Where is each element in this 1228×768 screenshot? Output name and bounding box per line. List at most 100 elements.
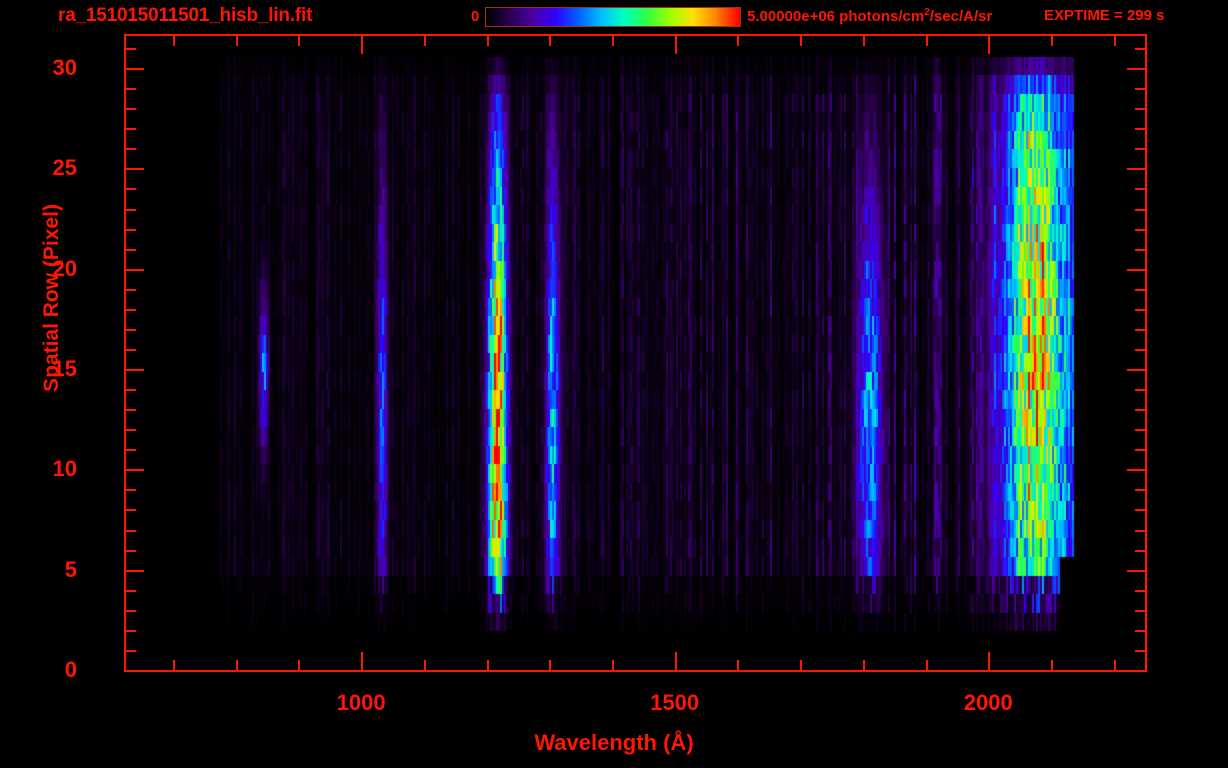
y-tick-minor-right	[1135, 489, 1146, 492]
y-tick-minor	[125, 228, 136, 231]
x-tick-minor	[486, 660, 489, 671]
y-tick-minor-right	[1135, 108, 1146, 111]
y-tick-major	[125, 569, 144, 572]
y-tick-major	[125, 168, 144, 171]
x-tick-major	[361, 652, 364, 671]
colorbar-min-label: 0	[471, 8, 480, 25]
y-tick-minor	[125, 188, 136, 191]
colorbar-units-exponent: 2	[924, 7, 930, 18]
x-tick-major-top	[988, 35, 991, 54]
x-tick-minor-top	[173, 35, 176, 46]
colorbar-max-value: 5.00000e+06	[747, 8, 836, 25]
x-tick-minor-top	[423, 35, 426, 46]
y-tick-major	[125, 469, 144, 472]
colorbar-gradient	[486, 8, 740, 26]
y-tick-label: 30	[52, 55, 77, 81]
y-tick-minor-right	[1135, 529, 1146, 532]
colorbar	[485, 7, 741, 27]
y-tick-minor	[125, 629, 136, 632]
y-tick-major	[125, 268, 144, 271]
exposure-time-label: EXPTIME = 299 s	[1044, 7, 1165, 24]
y-tick-minor-right	[1135, 148, 1146, 151]
x-tick-minor	[611, 660, 614, 671]
y-tick-major-right	[1127, 369, 1146, 372]
y-tick-minor-right	[1135, 429, 1146, 432]
x-tick-label: 1500	[650, 690, 700, 715]
y-axis-title: Spatial Row (Pixel)	[40, 204, 63, 392]
x-tick-minor	[173, 660, 176, 671]
x-tick-minor-top	[1113, 35, 1116, 46]
x-tick-minor	[800, 660, 803, 671]
x-tick-minor-top	[1050, 35, 1053, 46]
y-tick-minor-right	[1135, 228, 1146, 231]
y-tick-minor	[125, 529, 136, 532]
y-tick-minor-right	[1135, 549, 1146, 552]
y-tick-major-right	[1127, 168, 1146, 171]
y-tick-major-right	[1127, 68, 1146, 71]
y-tick-minor-right	[1135, 48, 1146, 51]
colorbar-max-label: 5.00000e+06 photons/cm2/sec/A/sr	[747, 7, 992, 25]
x-tick-minor-top	[298, 35, 301, 46]
x-tick-minor-top	[925, 35, 928, 46]
y-tick-minor-right	[1135, 208, 1146, 211]
y-tick-minor	[125, 429, 136, 432]
y-tick-minor-right	[1135, 188, 1146, 191]
y-tick-major-right	[1127, 569, 1146, 572]
x-tick-minor-top	[611, 35, 614, 46]
y-tick-minor-right	[1135, 629, 1146, 632]
y-tick-label: 10	[52, 456, 77, 482]
y-tick-minor	[125, 609, 136, 612]
y-tick-minor	[125, 389, 136, 392]
colorbar-units-suffix: /sec/A/sr	[929, 8, 993, 25]
y-tick-minor-right	[1135, 128, 1146, 131]
y-tick-major	[125, 670, 144, 672]
y-tick-minor-right	[1135, 328, 1146, 331]
y-tick-minor	[125, 308, 136, 311]
y-tick-minor	[125, 288, 136, 291]
y-tick-label: 5	[64, 556, 77, 582]
x-axis-title: Wavelength (Å)	[534, 730, 694, 755]
y-tick-minor	[125, 208, 136, 211]
y-tick-major-right	[1127, 469, 1146, 472]
y-tick-minor-right	[1135, 308, 1146, 311]
spectrogram-image	[126, 36, 1145, 670]
x-tick-major	[674, 652, 677, 671]
y-tick-minor	[125, 148, 136, 151]
y-tick-minor	[125, 128, 136, 131]
y-tick-minor-right	[1135, 389, 1146, 392]
y-tick-minor-right	[1135, 248, 1146, 251]
y-tick-minor	[125, 328, 136, 331]
y-tick-minor-right	[1135, 509, 1146, 512]
y-tick-minor-right	[1135, 609, 1146, 612]
x-tick-minor	[862, 660, 865, 671]
y-tick-minor-right	[1135, 409, 1146, 412]
y-tick-minor	[125, 509, 136, 512]
x-tick-minor	[235, 660, 238, 671]
x-tick-label: 2000	[963, 690, 1013, 715]
x-tick-minor-top	[800, 35, 803, 46]
x-tick-minor	[423, 660, 426, 671]
y-tick-minor	[125, 589, 136, 592]
y-tick-label: 25	[52, 155, 77, 181]
colorbar-units-prefix: photons/cm	[835, 8, 925, 25]
y-tick-minor-right	[1135, 288, 1146, 291]
y-tick-minor	[125, 649, 136, 652]
x-tick-major-top	[674, 35, 677, 54]
y-tick-minor	[125, 348, 136, 351]
x-tick-minor-top	[862, 35, 865, 46]
y-tick-label: 0	[64, 657, 77, 682]
y-tick-minor	[125, 489, 136, 492]
y-tick-minor-right	[1135, 88, 1146, 91]
x-tick-minor	[737, 660, 740, 671]
y-tick-label: 20	[52, 255, 77, 281]
y-tick-minor-right	[1135, 449, 1146, 452]
x-tick-minor-top	[549, 35, 552, 46]
y-tick-minor	[125, 88, 136, 91]
x-tick-minor-top	[486, 35, 489, 46]
y-tick-minor	[125, 409, 136, 412]
x-tick-minor	[549, 660, 552, 671]
y-tick-major	[125, 68, 144, 71]
x-tick-minor	[925, 660, 928, 671]
y-tick-minor	[125, 48, 136, 51]
